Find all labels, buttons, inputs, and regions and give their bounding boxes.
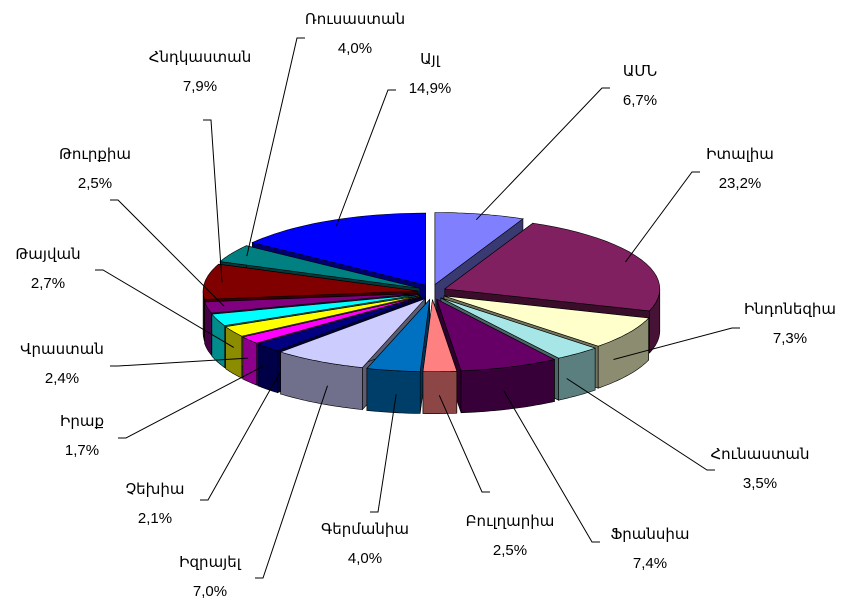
leader-line [370, 394, 397, 513]
slice-wall [422, 370, 458, 414]
slice [224, 295, 420, 337]
slice-label: Ֆրանսիա [610, 526, 689, 543]
slice-value: 2,4% [45, 370, 79, 387]
slice-label: Իրաք [60, 413, 104, 430]
slice-label: Գերմանիա [321, 521, 409, 538]
slice-label: Այլ [420, 51, 441, 68]
slice-label: Ռուսաստան [305, 11, 405, 28]
slice [279, 298, 426, 368]
leader-line [625, 171, 700, 263]
slice-label: Թայվան [15, 246, 80, 263]
slice [422, 299, 458, 372]
slice [440, 297, 597, 359]
slice-value: 4,0% [338, 40, 372, 57]
slice-wall [242, 336, 257, 386]
leader-line [335, 89, 396, 227]
leader-line [438, 395, 490, 493]
slice-label: Հունաստան [710, 446, 809, 463]
slice [366, 298, 431, 372]
slice-value: 2,5% [78, 175, 112, 192]
slice-wall [366, 368, 421, 414]
slice-value: 14,9% [409, 80, 452, 97]
slice [202, 263, 419, 300]
leader-line [503, 390, 600, 543]
leader-line [475, 87, 610, 221]
slice-label: Բուլղարիա [466, 513, 555, 530]
slice-value: 2,5% [493, 542, 527, 559]
slice-value: 7,9% [183, 78, 217, 95]
slice [434, 212, 524, 286]
slice-value: 3,5% [743, 475, 777, 492]
slice-value: 6,7% [623, 92, 657, 109]
slice-value: 1,7% [65, 442, 99, 459]
leader-line [255, 385, 328, 579]
slice [256, 297, 423, 352]
slice [443, 222, 661, 312]
slice-value: 7,4% [633, 555, 667, 572]
slice [436, 298, 556, 372]
slice [443, 295, 650, 347]
leader-line [110, 199, 225, 307]
slice-value: 2,1% [138, 510, 172, 527]
leader-line [566, 378, 715, 471]
slice-value: 7,3% [773, 330, 807, 347]
slice-value: 4,0% [348, 550, 382, 567]
slice-label: Իզրայել [179, 554, 242, 571]
slice-value: 23,2% [719, 175, 762, 192]
slice-label: Հնդկաստան [149, 49, 252, 66]
slice-value: 7,0% [193, 583, 227, 600]
slice-value: 2,7% [31, 275, 65, 292]
slice [219, 245, 420, 289]
leader-line [203, 119, 223, 283]
leader-line [613, 327, 740, 360]
leader-line [118, 365, 264, 439]
slice-label: Ինդոնեզիա [744, 301, 836, 318]
leader-line [200, 372, 281, 501]
slice-label: Չեխիա [125, 481, 184, 498]
leader-line [246, 37, 305, 257]
leader-line [95, 269, 234, 348]
slice [211, 294, 419, 326]
slice-label: ԱՄՆ [623, 63, 657, 80]
slice [251, 212, 427, 286]
slice [242, 296, 421, 344]
slice [204, 293, 419, 314]
leader-line [110, 357, 249, 367]
slice-label: Իտալիա [706, 146, 774, 163]
slice-wall [257, 343, 278, 394]
slice-label: Վրաստան [20, 341, 104, 358]
slice-label: Թուրքիա [59, 146, 131, 163]
